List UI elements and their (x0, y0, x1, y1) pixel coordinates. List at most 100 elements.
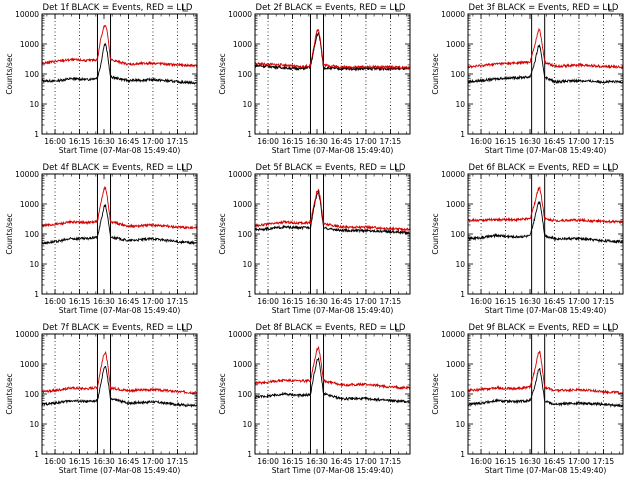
panel-2: Det 2f BLACK = Events, RED = LLD 1 10 100 10… (218, 3, 411, 155)
x-tick-label: 16:15 (282, 297, 304, 306)
y-tick-label: 10 (242, 260, 252, 269)
y-tick-label: 1000 (20, 40, 39, 49)
y-axis-title: Counts/sec (5, 373, 14, 414)
x-tick-label: 17:15 (380, 457, 402, 466)
panel-title: Det 2f BLACK = Events, RED = LLD (256, 3, 406, 13)
x-tick-label: 16:45 (118, 297, 140, 306)
series-line-lld (41, 350, 198, 395)
panel-title: Det 8f BLACK = Events, RED = LLD (256, 323, 406, 333)
panel-7: Det 7f BLACK = Events, RED = LLD 1 10 100 10… (5, 323, 198, 475)
plot-frame (467, 333, 624, 455)
x-tick-label: 16:30 (519, 297, 541, 306)
y-tick-label: 100 (451, 230, 466, 239)
legend-corner-mark (182, 4, 188, 12)
y-tick-label: 10000 (15, 330, 39, 339)
y-tick-label: 10000 (441, 330, 465, 339)
y-tick-label: 100 (238, 230, 253, 239)
y-tick-label: 1 (34, 450, 39, 459)
plot-frame (467, 173, 624, 295)
x-tick-label: 17:15 (380, 137, 402, 146)
y-tick-label: 1 (34, 130, 39, 139)
x-tick-label: 16:45 (544, 457, 566, 466)
series-line-events (467, 201, 624, 244)
y-tick-label: 100 (25, 390, 40, 399)
x-tick-label: 16:30 (306, 297, 328, 306)
panel-6: Det 6f BLACK = Events, RED = LLD 1 10 100 10… (431, 163, 624, 315)
series-line-events (467, 44, 624, 85)
y-tick-label: 100 (25, 230, 40, 239)
x-tick-label: 16:15 (69, 137, 91, 146)
panel-4: Det 4f BLACK = Events, RED = LLD 1 10 100 10… (5, 163, 198, 315)
legend-corner-mark (395, 164, 401, 172)
y-tick-label: 1 (247, 130, 252, 139)
x-tick-label: 16:45 (331, 297, 353, 306)
x-tick-label: 17:15 (167, 297, 189, 306)
series-line-lld (467, 186, 624, 225)
y-tick-label: 1 (460, 130, 465, 139)
y-tick-label: 1 (247, 450, 252, 459)
x-axis-title: Start Time (07-Mar-08 15:49:40) (59, 146, 181, 155)
x-tick-label: 16:45 (331, 137, 353, 146)
y-tick-label: 1000 (446, 200, 465, 209)
x-tick-label: 17:00 (142, 457, 164, 466)
x-tick-label: 16:45 (544, 297, 566, 306)
legend-corner-mark (182, 164, 188, 172)
x-tick-label: 17:15 (593, 297, 615, 306)
x-tick-label: 17:15 (167, 137, 189, 146)
y-tick-label: 10000 (15, 10, 39, 19)
series-line-events (467, 367, 624, 408)
x-tick-label: 17:00 (355, 137, 377, 146)
x-tick-label: 17:15 (380, 297, 402, 306)
panel-title: Det 9f BLACK = Events, RED = LLD (469, 323, 619, 333)
y-tick-label: 10 (242, 420, 252, 429)
x-tick-label: 16:30 (306, 457, 328, 466)
x-tick-label: 16:00 (257, 297, 279, 306)
y-tick-label: 10 (242, 100, 252, 109)
plot-frame (254, 13, 411, 135)
x-axis-title: Start Time (07-Mar-08 15:49:40) (59, 466, 181, 475)
plot-frame (254, 173, 411, 295)
x-axis-title: Start Time (07-Mar-08 15:49:40) (272, 306, 394, 315)
panel-1: Det 1f BLACK = Events, RED = LLD 1 10 100 10… (5, 3, 198, 155)
y-axis-title: Counts/sec (431, 53, 440, 94)
y-tick-label: 1000 (20, 200, 39, 209)
x-axis-title: Start Time (07-Mar-08 15:49:40) (485, 306, 607, 315)
x-tick-label: 16:45 (331, 457, 353, 466)
series-line-lld (254, 28, 411, 71)
x-tick-label: 16:00 (44, 137, 66, 146)
y-tick-label: 10000 (228, 170, 252, 179)
y-tick-label: 100 (25, 70, 40, 79)
panel-title: Det 7f BLACK = Events, RED = LLD (43, 323, 193, 333)
x-tick-label: 16:00 (257, 457, 279, 466)
y-axis-title: Counts/sec (5, 53, 14, 94)
series-line-lld (254, 345, 411, 391)
x-tick-label: 16:15 (495, 457, 517, 466)
x-axis-title: Start Time (07-Mar-08 15:49:40) (59, 306, 181, 315)
series-line-lld (41, 24, 198, 68)
y-tick-label: 10000 (441, 170, 465, 179)
x-tick-label: 16:45 (118, 457, 140, 466)
y-tick-label: 10 (455, 100, 465, 109)
x-tick-label: 16:15 (495, 297, 517, 306)
x-tick-label: 17:15 (593, 137, 615, 146)
legend-corner-mark (182, 324, 188, 332)
y-tick-label: 1000 (20, 360, 39, 369)
legend-corner-mark (608, 324, 614, 332)
x-tick-label: 16:30 (306, 137, 328, 146)
x-tick-label: 17:00 (142, 137, 164, 146)
panel-title: Det 6f BLACK = Events, RED = LLD (469, 163, 619, 173)
y-tick-label: 1 (34, 290, 39, 299)
y-tick-label: 10 (29, 100, 39, 109)
legend-corner-mark (608, 164, 614, 172)
x-tick-label: 17:00 (355, 297, 377, 306)
y-tick-label: 10 (455, 420, 465, 429)
x-tick-label: 16:00 (470, 137, 492, 146)
y-tick-label: 10 (455, 260, 465, 269)
x-tick-label: 16:45 (544, 137, 566, 146)
x-tick-label: 16:30 (93, 137, 115, 146)
panel-5: Det 5f BLACK = Events, RED = LLD 1 10 100 10… (218, 163, 411, 315)
y-tick-label: 1000 (446, 40, 465, 49)
x-tick-label: 16:00 (470, 457, 492, 466)
series-line-lld (41, 185, 198, 230)
